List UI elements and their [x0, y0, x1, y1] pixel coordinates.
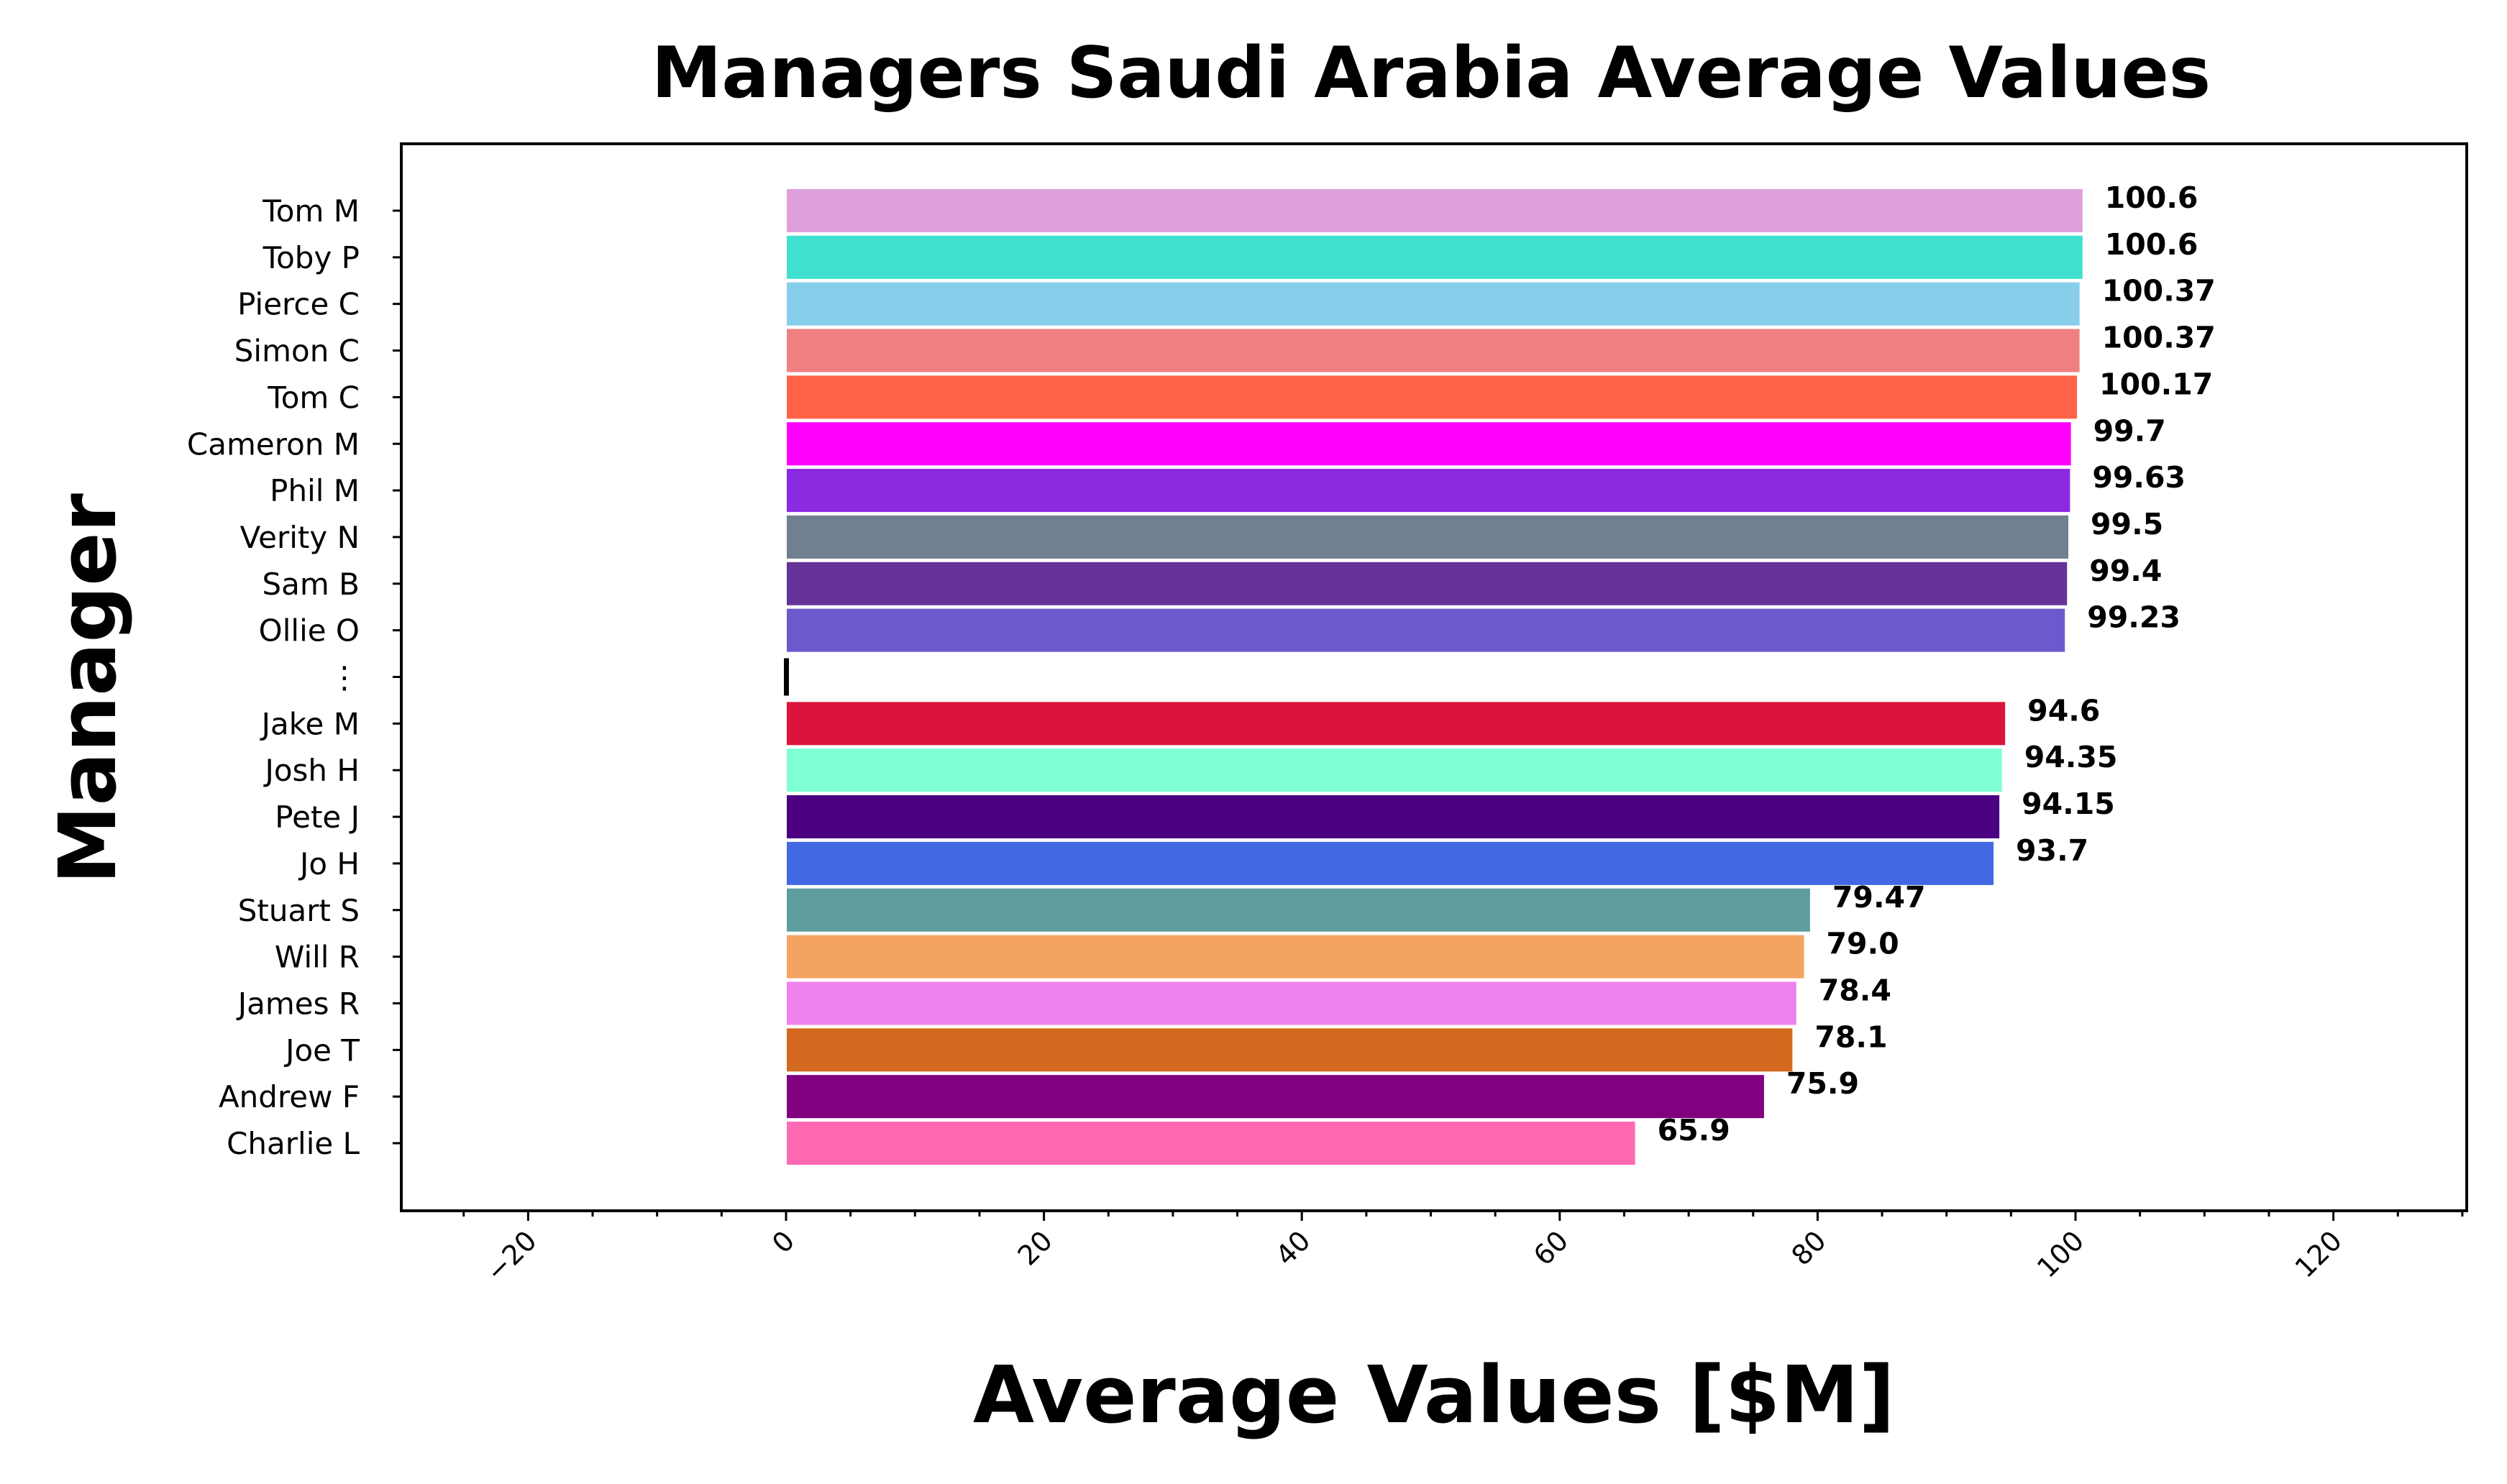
y-tick-label: ⋮	[329, 660, 360, 695]
bars-group: 100.6 100.6 100.37 100.37 100.17 99.7 99.63 99.…	[784, 180, 2216, 1166]
y-tick-label: Tom C	[267, 380, 360, 415]
bar	[785, 188, 2084, 234]
y-tick-label: Toby P	[262, 240, 360, 275]
y-tick-label: Tom M	[262, 193, 360, 229]
bar	[785, 513, 2070, 560]
data-label: 93.7	[2016, 833, 2088, 868]
data-label: 100.37	[2102, 321, 2216, 355]
bar	[785, 374, 2079, 421]
y-tick-label: Josh H	[262, 753, 360, 788]
bar	[785, 467, 2072, 514]
x-tick-label: 60	[1528, 1224, 1574, 1271]
y-tick-label: Joe T	[283, 1032, 360, 1068]
y-tick-labels: Tom M Toby P Pierce C Simon C Tom C Cameron M…	[187, 193, 401, 1161]
x-tick-label: 40	[1269, 1224, 1316, 1271]
data-label: 99.4	[2089, 554, 2162, 588]
data-label: 100.37	[2102, 274, 2216, 308]
data-label: 94.6	[2027, 693, 2100, 728]
y-tick-label: Simon C	[234, 334, 360, 369]
data-label: 100.6	[2105, 227, 2198, 262]
y-tick-label: Pete J	[275, 800, 360, 835]
bar	[785, 1073, 1766, 1120]
data-label: 99.63	[2092, 460, 2186, 495]
data-label: 65.9	[1658, 1113, 1730, 1148]
x-axis-label: Average Values [$M]	[973, 1349, 1895, 1441]
y-tick-label: Sam B	[262, 567, 360, 602]
x-axis: −20 0 20 40 60 80 100 120	[462, 1211, 2464, 1288]
x-tick-label: 100	[2031, 1224, 2090, 1283]
x-tick-label: 120	[2289, 1224, 2348, 1283]
x-tick-label: 0	[766, 1224, 800, 1259]
bar	[785, 280, 2081, 327]
x-tick-label: 20	[1012, 1224, 1059, 1271]
y-tick-label: Charlie L	[227, 1126, 360, 1161]
data-label: 75.9	[1786, 1066, 1859, 1101]
y-tick-label: James R	[236, 986, 360, 1021]
bar	[785, 980, 1798, 1027]
data-label: 78.1	[1814, 1020, 1887, 1054]
y-tick-label: Jo H	[298, 846, 360, 881]
bar	[785, 607, 2067, 654]
y-tick-label: Stuart S	[238, 893, 360, 928]
y-axis-label: Manager	[42, 493, 134, 884]
bar	[785, 933, 1806, 980]
data-label: 100.6	[2105, 180, 2198, 215]
x-tick-label: 80	[1785, 1224, 1832, 1271]
data-label: 94.15	[2022, 787, 2115, 821]
data-label: 94.35	[2024, 740, 2118, 774]
bar	[785, 234, 2084, 280]
y-tick-label: Ollie O	[259, 613, 360, 649]
y-tick-label: Andrew F	[219, 1079, 360, 1114]
bar	[785, 794, 2001, 841]
data-label: 78.4	[1819, 973, 1891, 1007]
y-tick-label: Cameron M	[187, 426, 360, 462]
y-tick-label: Will R	[275, 940, 360, 975]
bar	[785, 421, 2073, 467]
bar	[785, 1120, 1637, 1166]
data-label: 99.23	[2087, 600, 2181, 635]
data-label: 99.7	[2093, 413, 2166, 448]
y-tick-label: Jake M	[260, 706, 360, 741]
y-tick-label: Verity N	[240, 520, 360, 555]
y-tick-label: Pierce C	[237, 287, 360, 322]
bar	[785, 887, 1812, 933]
bar	[785, 327, 2081, 374]
bar	[785, 747, 2004, 794]
x-tick-label: −20	[480, 1224, 543, 1288]
bar	[785, 700, 2007, 747]
gap-marker	[784, 658, 789, 696]
y-tick-label: Phil M	[270, 473, 360, 508]
data-label: 100.17	[2099, 367, 2213, 401]
data-label: 79.0	[1826, 927, 1899, 961]
bar	[785, 560, 2069, 607]
bar	[785, 1027, 1794, 1073]
chart-title: Managers Saudi Arabia Average Values	[652, 32, 2211, 114]
data-label: 79.47	[1832, 880, 1926, 915]
bar	[785, 840, 1996, 887]
data-label: 99.5	[2091, 507, 2163, 541]
